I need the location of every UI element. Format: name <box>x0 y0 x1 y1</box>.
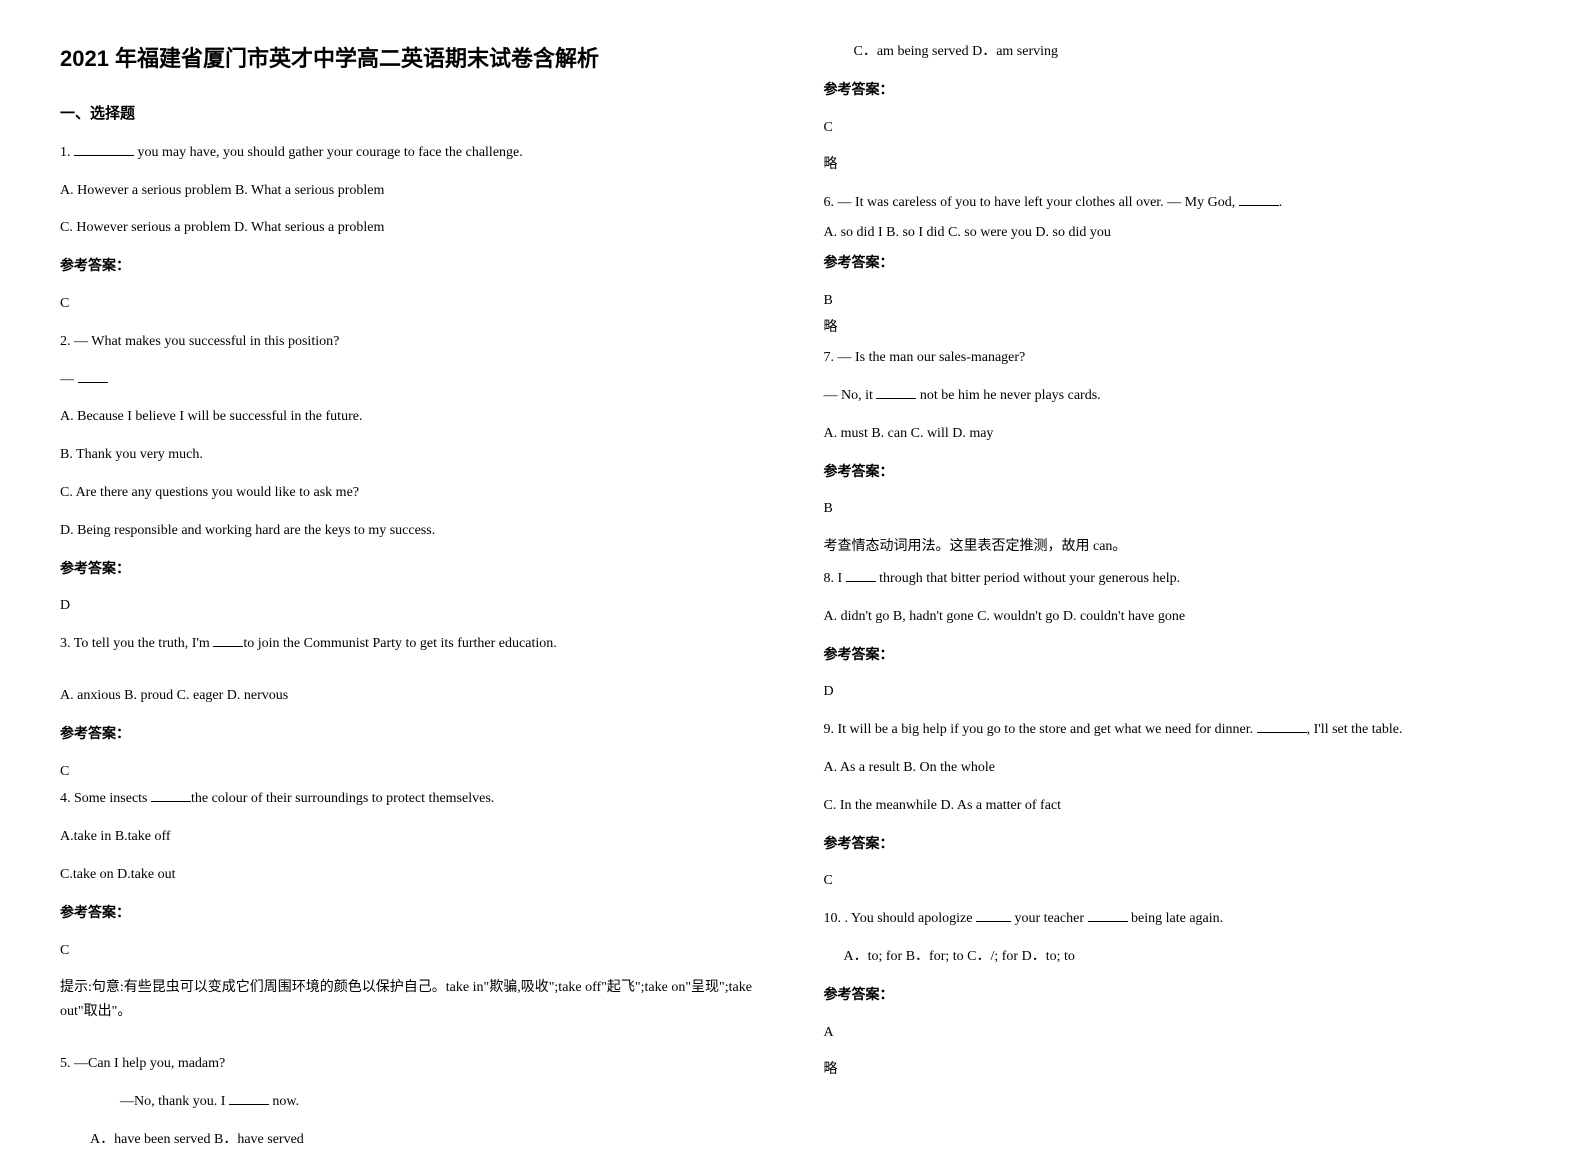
q6-stem: 6. — It was careless of you to have left… <box>824 191 1528 215</box>
answer-label: 参考答案： <box>60 722 764 746</box>
q3-stem: 3. To tell you the truth, I'm to join th… <box>60 632 764 656</box>
q9-blank <box>1257 719 1307 733</box>
q5-note: 略 <box>824 153 1528 177</box>
q10-stem-mid: your teacher <box>1011 911 1088 926</box>
q10-blank1 <box>976 908 1011 922</box>
q2-opt-d: D. Being responsible and working hard ar… <box>60 519 764 543</box>
q7-answer: B <box>824 497 1528 521</box>
q9-stem-pre: 9. It will be a big help if you go to th… <box>824 722 1257 737</box>
q7-reply-pre: — No, it <box>824 388 877 403</box>
q2-dash-txt: — <box>60 372 78 387</box>
q4-stem-pre: 4. Some insects <box>60 791 151 806</box>
q5-reply-post: now. <box>269 1094 299 1109</box>
answer-label: 参考答案： <box>60 254 764 278</box>
q4-hint: 提示:句意:有些昆虫可以变成它们周围环境的颜色以保护自己。take in"欺骗,… <box>60 976 764 1024</box>
answer-label: 参考答案： <box>824 78 1528 102</box>
q5-stem: 5. —Can I help you, madam? <box>60 1052 764 1076</box>
q4-blank <box>151 788 191 802</box>
q3-stem-pre: 3. To tell you the truth, I'm <box>60 636 213 651</box>
q6-stem-post: . <box>1279 195 1283 210</box>
q8-answer: D <box>824 680 1528 704</box>
q6-stem-pre: 6. — It was careless of you to have left… <box>824 195 1239 210</box>
q5-reply-pre: —No, thank you. I <box>120 1094 229 1109</box>
q7-stem: 7. — Is the man our sales-manager? <box>824 346 1528 370</box>
q10-opts: A．to; for B．for; to C．/; for D．to; to <box>824 945 1528 969</box>
q7-opts: A. must B. can C. will D. may <box>824 422 1528 446</box>
section-heading: 一、选择题 <box>60 101 764 127</box>
q7-note: 考查情态动词用法。这里表否定推测，故用 can。 <box>824 535 1528 559</box>
q3-blank <box>213 633 243 647</box>
q5-opts-ab: A．have been served B．have served <box>60 1128 764 1151</box>
q3-answer: C <box>60 760 764 784</box>
q1-stem-pre: 1. <box>60 145 74 160</box>
q8-opts: A. didn't go B, hadn't gone C. wouldn't … <box>824 605 1528 629</box>
q4-stem: 4. Some insects the colour of their surr… <box>60 787 764 811</box>
answer-label: 参考答案： <box>60 557 764 581</box>
q7-blank <box>876 385 916 399</box>
q6-opts: A. so did I B. so I did C. so were you D… <box>824 221 1528 245</box>
q8-blank <box>846 568 876 582</box>
q4-answer: C <box>60 939 764 963</box>
q2-opt-a: A. Because I believe I will be successfu… <box>60 405 764 429</box>
answer-label: 参考答案： <box>824 251 1528 275</box>
q7-reply: — No, it not be him he never plays cards… <box>824 384 1528 408</box>
q3-opts: A. anxious B. proud C. eager D. nervous <box>60 684 764 708</box>
q9-stem-post: , I'll set the table. <box>1307 722 1403 737</box>
q4-opts-cd: C.take on D.take out <box>60 863 764 887</box>
answer-label: 参考答案： <box>60 901 764 925</box>
q10-stem-post: being late again. <box>1128 911 1224 926</box>
q10-answer: A <box>824 1021 1528 1045</box>
q9-opts-cd: C. In the meanwhile D. As a matter of fa… <box>824 794 1528 818</box>
q6-answer: B <box>824 289 1528 313</box>
q1-blank <box>74 142 134 156</box>
q8-stem-pre: 8. I <box>824 571 846 586</box>
answer-label: 参考答案： <box>824 983 1528 1007</box>
q6-note: 略 <box>824 316 1528 340</box>
q2-stem: 2. — What makes you successful in this p… <box>60 330 764 354</box>
q2-opt-c: C. Are there any questions you would lik… <box>60 481 764 505</box>
q1-opts-ab: A. However a serious problem B. What a s… <box>60 179 764 203</box>
q5-blank <box>229 1091 269 1105</box>
q1-stem-post: you may have, you should gather your cou… <box>134 145 523 160</box>
q10-stem-pre: 10. . You should apologize <box>824 911 976 926</box>
q2-blank <box>78 369 108 383</box>
right-column: C．am being served D．am serving 参考答案： C 略… <box>824 40 1528 1082</box>
q7-reply-post: not be him he never plays cards. <box>916 388 1100 403</box>
answer-label: 参考答案： <box>824 643 1528 667</box>
q9-opts-ab: A. As a result B. On the whole <box>824 756 1528 780</box>
page-title: 2021 年福建省厦门市英才中学高二英语期末试卷含解析 <box>60 40 764 77</box>
answer-label: 参考答案： <box>824 460 1528 484</box>
q4-opts-ab: A.take in B.take off <box>60 825 764 849</box>
q3-stem-post: to join the Communist Party to get its f… <box>243 636 556 651</box>
q2-answer: D <box>60 594 764 618</box>
q1-answer: C <box>60 292 764 316</box>
q10-blank2 <box>1088 908 1128 922</box>
q8-stem: 8. I through that bitter period without … <box>824 567 1528 591</box>
q10-stem: 10. . You should apologize your teacher … <box>824 907 1528 931</box>
q10-note: 略 <box>824 1058 1528 1082</box>
q5-opts-cd: C．am being served D．am serving <box>824 40 1528 64</box>
answer-label: 参考答案： <box>824 832 1528 856</box>
q9-stem: 9. It will be a big help if you go to th… <box>824 718 1528 742</box>
q9-answer: C <box>824 869 1528 893</box>
q1-stem: 1. you may have, you should gather your … <box>60 141 764 165</box>
q6-blank <box>1239 192 1279 206</box>
q2-opt-b: B. Thank you very much. <box>60 443 764 467</box>
q8-stem-post: through that bitter period without your … <box>876 571 1180 586</box>
q5-answer: C <box>824 116 1528 140</box>
left-column: 2021 年福建省厦门市英才中学高二英语期末试卷含解析 一、选择题 1. you… <box>60 40 764 1082</box>
q2-dash: — <box>60 368 764 392</box>
q1-opts-cd: C. However serious a problem D. What ser… <box>60 216 764 240</box>
q4-stem-post: the colour of their surroundings to prot… <box>191 791 494 806</box>
q5-reply: —No, thank you. I now. <box>60 1090 764 1114</box>
